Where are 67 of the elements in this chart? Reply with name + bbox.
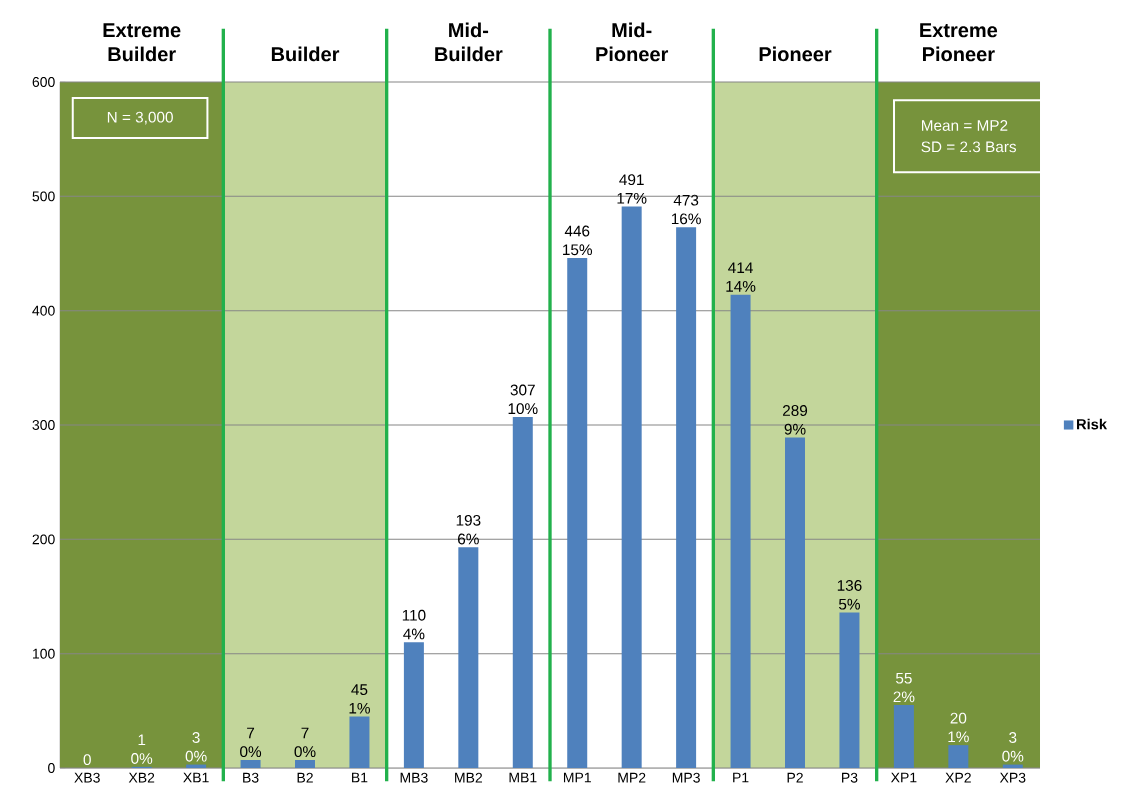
x-tick-label: XB2 [128,772,155,783]
text: 446 15% [563,225,593,256]
bar [349,716,370,768]
text: 136 5% [837,580,862,610]
y-tick-label: 400 [32,305,55,316]
bar [730,294,751,768]
text: 0 [83,754,91,766]
band-label: Mid-Pioneer [596,22,669,62]
annotation: SD = 2.3 Bars [921,141,1017,153]
x-tick-label: B3 [243,772,259,783]
y-tick-label: 200 [32,534,55,545]
x-tick-label: B1 [352,772,368,783]
y-tick-label: 0 [48,763,55,773]
text: 1 0% [131,734,153,764]
x-tick-label: XP2 [945,772,971,783]
text: 414 14% [726,262,756,292]
text: 473 16% [671,194,701,225]
bar [785,437,806,768]
x-tick-label: MB2 [455,772,483,783]
text: 289 9% [782,405,808,435]
text: 45 1% [349,684,370,714]
bar [240,760,261,768]
x-tick-label: MP3 [672,772,700,783]
bar [403,642,424,768]
bar [458,547,479,768]
x-tick-label: P1 [733,772,749,783]
text: 20 1% [948,712,969,743]
x-tick-label: XB1 [183,772,209,783]
x-tick-label: MB3 [400,772,428,783]
band-label: Extreme Pioneer [920,23,998,62]
text: 55 2% [893,672,915,703]
text: 193 6% [456,514,481,545]
annotation: Mean = MP2 [922,120,1008,131]
text: 110 4% [402,609,426,640]
text: 7 0% [240,727,262,758]
y-tick-label: 500 [32,191,55,202]
y-tick-label: 600 [32,77,55,87]
text: 3 0% [185,732,207,762]
x-tick-label: MP2 [618,772,646,783]
x-tick-label: XB3 [74,772,100,783]
x-tick-label: XP3 [999,772,1026,783]
text: 307 10% [508,384,538,415]
annotation: N = 3,000 [107,111,173,125]
text: 491 17% [617,174,647,204]
bar [295,760,316,768]
bar [567,258,588,768]
y-tick-label: 300 [32,420,55,430]
legend-label: Risk [1077,418,1108,430]
band-label: Builder [271,46,340,62]
band-label: Extreme Builder [103,23,181,62]
band-label: Pioneer [759,46,832,62]
bar [948,745,969,768]
x-tick-label: P2 [787,772,803,783]
text: 7 0% [294,727,316,758]
text: 3 0% [1002,732,1024,762]
bar [512,416,533,768]
bar [621,206,642,768]
x-tick-label: B2 [297,772,313,783]
bar [676,227,697,768]
band-label: Mid-Builder [435,22,503,62]
x-tick-label: P3 [842,772,858,783]
x-tick-label: MB1 [509,772,537,783]
x-tick-label: MP1 [563,772,591,783]
x-tick-label: XP1 [890,772,917,783]
bar [893,705,914,768]
y-tick-label: 100 [33,648,55,659]
bar [839,612,860,768]
